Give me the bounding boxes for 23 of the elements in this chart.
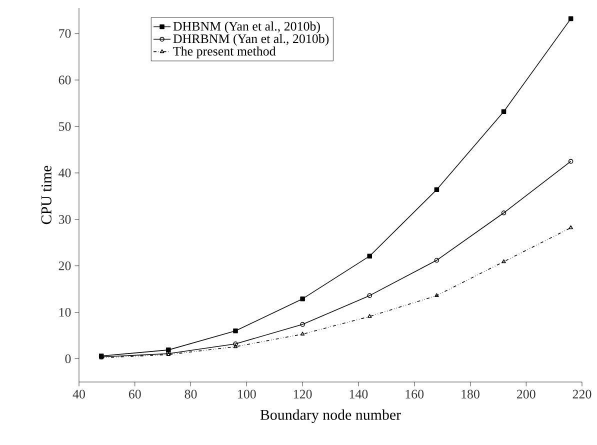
x-tick-label: 120 xyxy=(294,390,312,399)
y-axis-title: CPU time xyxy=(41,166,52,224)
legend-label: DHBNM (Yan et al., 2010b) xyxy=(173,22,320,34)
x-tick-label: 200 xyxy=(516,390,536,399)
y-tick-label: 10 xyxy=(59,308,71,317)
y-tick-label: 30 xyxy=(58,215,71,224)
legend-label: The present method xyxy=(173,46,276,58)
y-tick-label: 50 xyxy=(59,122,71,131)
x-tick-label: 100 xyxy=(238,390,256,399)
y-tick-label: 60 xyxy=(58,76,71,84)
x-tick-label: 140 xyxy=(350,390,368,399)
y-tick-label: 20 xyxy=(58,261,71,270)
x-tick-label: 160 xyxy=(406,390,424,399)
x-axis-title: Boundary node number xyxy=(260,409,401,423)
y-tick-label: 40 xyxy=(58,168,71,178)
x-tick-label: 40 xyxy=(72,390,85,399)
x-tick-label: 80 xyxy=(184,390,197,399)
y-tick-label: 70 xyxy=(59,29,71,38)
x-tick-label: 60 xyxy=(128,390,141,399)
x-tick-label: 220 xyxy=(572,390,592,399)
y-tick-label: 0 xyxy=(65,354,71,364)
x-tick-label: 180 xyxy=(462,390,480,399)
legend-label: DHRBNM (Yan et al., 2010b) xyxy=(173,34,329,46)
